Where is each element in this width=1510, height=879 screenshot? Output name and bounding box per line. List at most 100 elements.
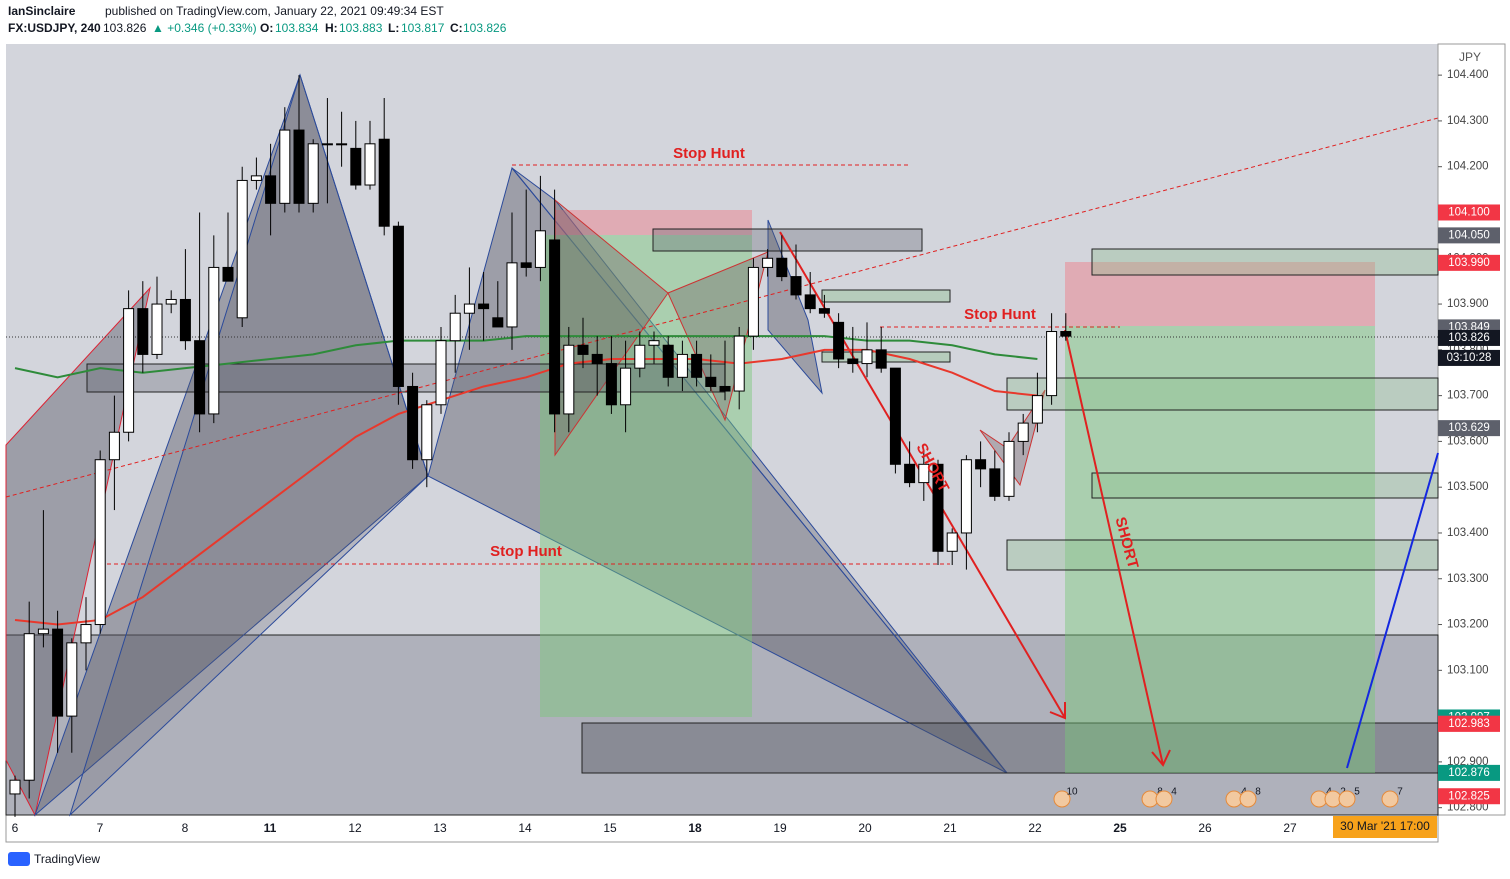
candle-body [875,349,887,369]
candle-body [960,459,972,534]
event-count: 10 [1066,787,1078,798]
x-tick-label: 21 [943,821,957,835]
candle-body [364,143,376,186]
candle-body [719,385,731,392]
candle-body [989,468,1001,497]
y-tick-label: 103.300 [1447,573,1489,585]
candle-body [194,340,206,415]
candle-body [691,353,703,378]
candle-body [449,312,461,342]
candle-body [1003,440,1015,497]
currency: JPY [1459,50,1481,64]
price-label-bg [1438,788,1500,805]
candle-body [94,459,106,626]
price-label-bg [1438,420,1500,437]
candle-body [378,138,390,227]
y-tick-label: 103.100 [1447,664,1489,676]
price-label: 102.825 [1448,790,1490,802]
candle-body [662,344,674,378]
candle-body [222,266,234,282]
symbol: FX:USDJPY, 240 [8,21,101,35]
candle-body [123,308,135,433]
candle-body [648,340,660,346]
candle-body [932,463,944,552]
y-tick-label: 103.600 [1447,435,1489,447]
y-tick-label: 102.800 [1447,802,1489,814]
o: 103.834 [275,21,319,35]
x-tick-label: 22 [1028,821,1042,835]
candle-body [179,298,191,342]
candle-body [889,367,901,465]
candle-body [634,344,646,369]
candle-body [9,779,21,795]
candle-body [165,298,177,305]
event-count: 7 [1397,787,1403,798]
candle-body [918,463,930,484]
x-tick-label: 26 [1198,821,1212,835]
candle-body [66,642,78,717]
candle-body [747,266,759,337]
candle-body [733,335,745,392]
cursor-time: 30 Mar '21 17:00 [1340,819,1430,833]
y-tick-label: 103.700 [1447,390,1489,402]
price-label: 102.983 [1448,718,1490,730]
x-tick-label: 25 [1113,821,1127,835]
candle-body [279,129,291,204]
price-label: 102.876 [1448,767,1490,779]
candle-body [705,376,717,387]
l-label: L: [388,21,399,35]
c: 103.826 [463,21,507,35]
price-label-bg [1438,254,1500,271]
candle-body [818,308,830,314]
x-tick-label: 6 [12,821,19,835]
candle-body [236,179,248,319]
candle-body [563,344,575,415]
o-label: O: [260,21,273,35]
candle-body [591,353,603,365]
x-tick-label: 11 [264,821,277,835]
time-axis [5,814,1439,843]
candle-body [534,230,546,268]
change: ▲ +0.346 (+0.33%) [152,21,257,35]
y-tick-label: 103.500 [1447,481,1489,493]
candle-body [421,404,433,461]
candle-body [350,147,362,186]
logo [8,852,30,866]
candle-body [676,353,688,378]
candle-body [833,321,845,360]
candle-body [321,143,333,146]
candle-body [80,624,92,644]
brand: TradingView [34,852,100,866]
x-tick-label: 20 [858,821,872,835]
candles [9,75,1072,817]
price-label: 103.990 [1448,257,1490,269]
last: 103.826 [103,21,147,35]
candle-body [392,225,404,387]
x-tick-label: 7 [97,821,104,835]
annotation: Stop Hunt [964,306,1036,323]
y-tick-label: 103.900 [1447,298,1489,310]
author: IanSinclaire [8,4,76,18]
candle-body [975,459,987,470]
price-label-bg [1438,227,1500,244]
candle-body [904,463,916,484]
x-tick-label: 18 [688,821,702,835]
countdown: 03:10:28 [1447,352,1492,364]
x-tick-label: 14 [518,821,532,835]
candle-body [549,239,561,415]
candle-body [336,143,348,146]
candle-body [307,143,319,204]
candle-body [492,317,504,328]
candle-body [293,129,305,204]
price-label-bg [1438,764,1500,781]
candle-body [520,262,532,268]
candle-body [463,303,475,314]
candle-body [52,628,64,717]
x-tick-label: 19 [773,821,787,835]
candle-body [250,175,262,181]
price-label-bg [1438,329,1500,346]
price-label-bg [1438,204,1500,221]
candle-body [847,358,859,365]
candle-body [506,262,518,328]
